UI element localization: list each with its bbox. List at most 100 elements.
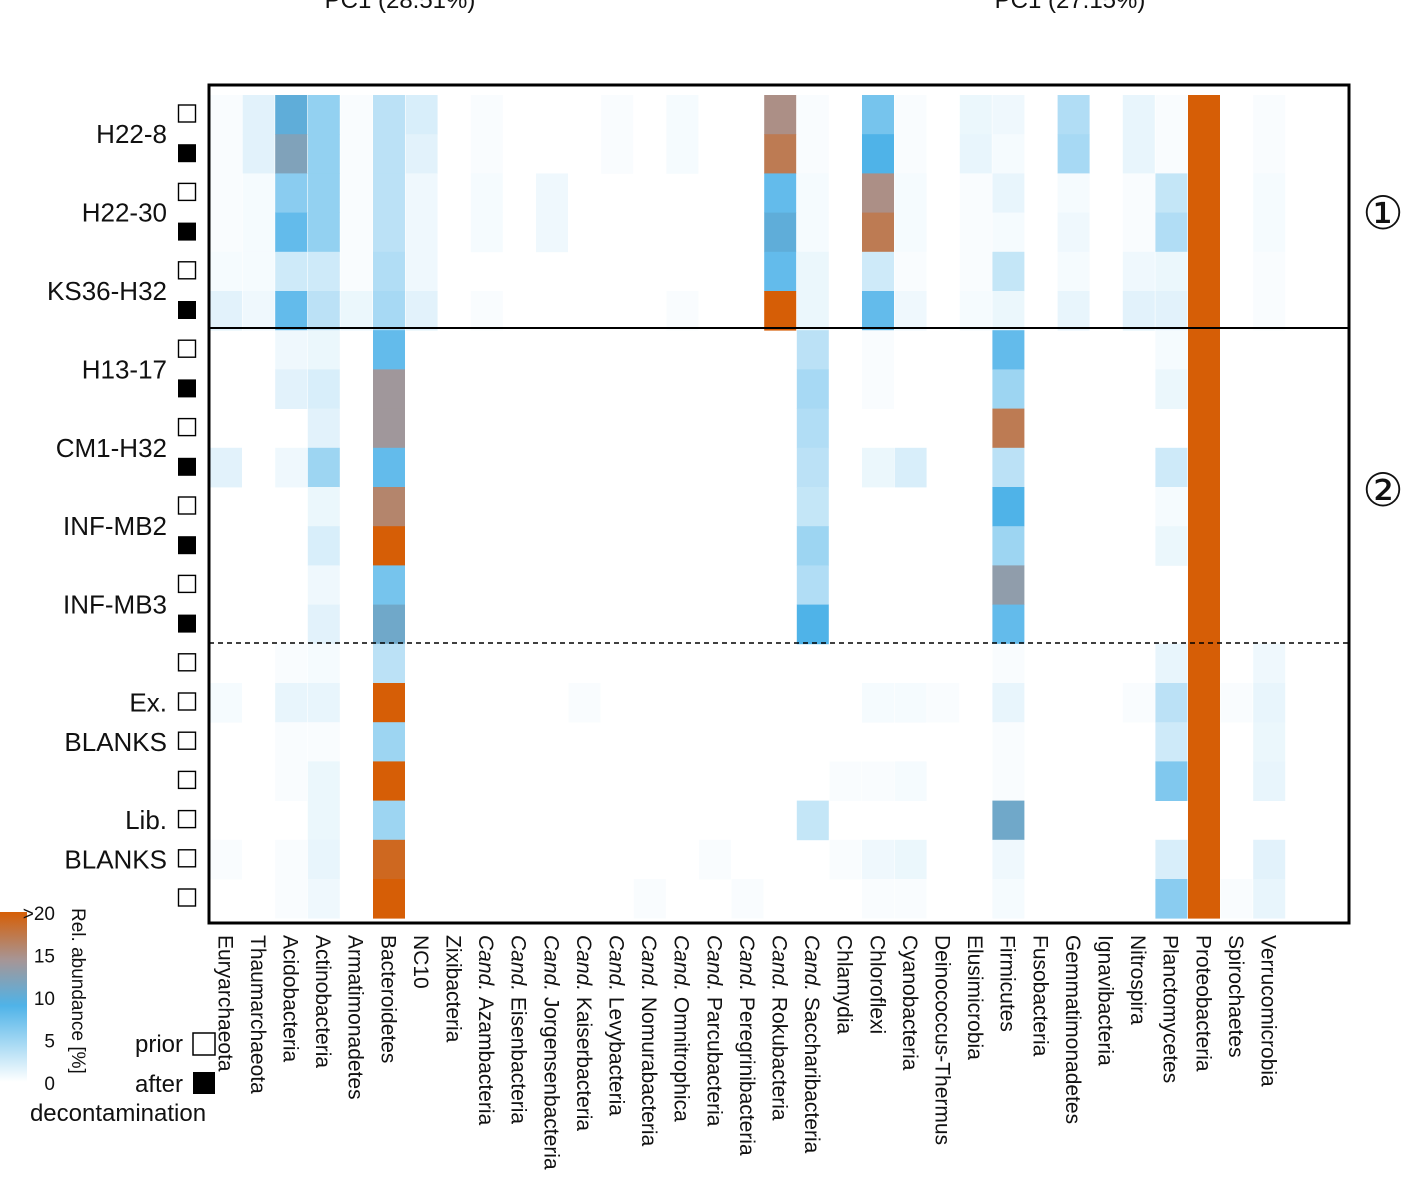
heatmap-cell	[1253, 761, 1286, 801]
heatmap-cell	[862, 291, 894, 331]
heatmap-cell	[796, 447, 829, 488]
heatmap-cell	[1253, 722, 1286, 762]
heatmap-cell	[275, 683, 308, 723]
heatmap-cell	[307, 722, 340, 762]
heatmap-cell	[796, 330, 829, 370]
heatmap-cell	[275, 643, 308, 684]
heatmap-cell	[275, 330, 308, 370]
phylum-label: Cand. Peregrinibacteria	[735, 935, 758, 1156]
heatmap-cell	[1057, 134, 1090, 174]
heatmap-cell	[307, 134, 340, 174]
heatmap-cell	[959, 212, 992, 253]
heatmap-cell	[992, 761, 1025, 801]
row-label: CM1-H32	[56, 433, 167, 463]
heatmap-cell	[1122, 683, 1155, 723]
colorbar-ticks: 0 5 10 15 >20	[23, 904, 55, 1095]
heatmap-cell	[666, 95, 699, 135]
heatmap-cell	[275, 212, 308, 253]
heatmap-cell	[275, 291, 308, 331]
heatmap-cell	[275, 134, 308, 174]
heatmap-cell	[275, 173, 308, 213]
heatmap-cell	[340, 134, 373, 174]
phylum-label: Thaumarchaeota	[246, 935, 269, 1094]
prior-marker	[177, 104, 197, 123]
heatmap-cell	[340, 212, 373, 253]
heatmap-cells	[210, 95, 1286, 919]
heatmap-cell	[242, 251, 275, 292]
heatmap-cell	[666, 291, 699, 331]
heatmap-cell	[764, 95, 797, 135]
heatmap-cell	[992, 643, 1025, 684]
group-label-1: ①	[1362, 187, 1403, 239]
heatmap-cell	[275, 722, 308, 762]
heatmap-cell	[633, 879, 666, 919]
heatmap-cell	[405, 134, 438, 174]
heatmap-cell	[242, 212, 275, 253]
heatmap-cell	[1253, 683, 1286, 723]
heatmap-cell	[1188, 95, 1220, 135]
heatmap-cell	[796, 369, 829, 409]
pc-title-right: PC1 (27.15%)	[995, 0, 1146, 14]
heatmap-cell	[242, 134, 275, 174]
heatmap-cell	[992, 134, 1025, 174]
heatmap-cell	[992, 369, 1025, 409]
heatmap-cell	[992, 447, 1025, 488]
phylum-label: Planctomycetes	[1159, 935, 1182, 1083]
heatmap-cell	[242, 95, 275, 135]
heatmap-cell	[470, 134, 503, 174]
heatmap-cell	[796, 212, 829, 253]
heatmap-cell	[992, 95, 1025, 135]
heatmap-cell	[601, 95, 634, 135]
phylum-label: Gemmatimonadetes	[1061, 935, 1084, 1124]
heatmap-cell	[959, 134, 992, 174]
group-label-2: ②	[1362, 464, 1403, 516]
row-label: INF-MB2	[63, 511, 167, 541]
row-label: KS36-H32	[47, 276, 167, 306]
row-label: H22-30	[82, 198, 167, 228]
prior-marker	[177, 496, 197, 515]
heatmap-cell	[405, 173, 438, 213]
heatmap-cell	[1188, 447, 1220, 488]
heatmap-cell	[373, 212, 405, 253]
heatmap-cell	[862, 95, 894, 135]
heatmap-cell	[242, 173, 275, 213]
heatmap-cell	[829, 761, 862, 801]
heatmap-cell	[894, 251, 927, 292]
phylum-label: Cand. Omnitrophica	[670, 935, 693, 1122]
heatmap-cell	[470, 291, 503, 331]
heatmap-cell	[796, 487, 829, 527]
heatmap-cell	[1188, 761, 1220, 801]
heatmap-cell	[373, 800, 405, 841]
phylum-label: Bacteroidetes	[376, 935, 399, 1063]
heatmap-cell	[307, 800, 340, 841]
heatmap-cell	[210, 251, 242, 292]
heatmap-cell	[764, 251, 797, 292]
heatmap-cell	[1188, 839, 1220, 880]
prior-marker	[177, 731, 197, 750]
after-marker	[178, 457, 196, 476]
heatmap-cell	[340, 95, 373, 135]
heatmap-cell	[373, 173, 405, 213]
heatmap-cell	[307, 761, 340, 801]
heatmap-cell	[405, 95, 438, 135]
row-label: BLANKS	[64, 727, 167, 757]
legend-caption: decontamination	[30, 1100, 206, 1127]
heatmap-cell	[862, 839, 894, 880]
heatmap-cell	[992, 839, 1025, 880]
phylum-label: Euryarchaeota	[213, 935, 236, 1072]
heatmap-cell	[405, 251, 438, 292]
heatmap-cell	[1188, 251, 1220, 292]
legend-after-label: after	[135, 1071, 183, 1098]
heatmap-cell	[992, 173, 1025, 213]
prior-marker	[177, 809, 197, 829]
phylum-label: Fusobacteria	[1028, 935, 1051, 1057]
heatmap-cell	[373, 839, 405, 880]
heatmap-cell	[1122, 173, 1155, 213]
row-label: BLANKS	[64, 844, 167, 874]
heatmap-cell	[307, 839, 340, 880]
heatmap-cell	[959, 173, 992, 213]
heatmap-cell	[1122, 95, 1155, 135]
heatmap-cell	[1057, 291, 1090, 331]
plot-frame	[207, 83, 1351, 925]
